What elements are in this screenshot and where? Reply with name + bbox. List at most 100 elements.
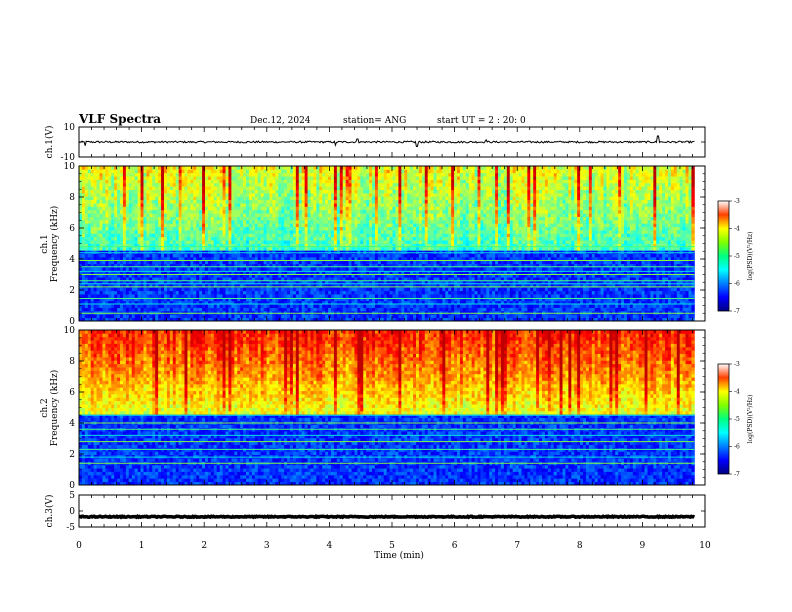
spectrogram-cell [547, 267, 552, 271]
spectrogram-cell [137, 256, 141, 261]
spectrogram-cell [169, 317, 174, 322]
spectrogram-cell [524, 304, 528, 308]
spectrogram-cell [533, 273, 537, 278]
spectrogram-cell [325, 270, 329, 275]
spectrogram-cell [553, 246, 558, 251]
spectrogram-cell [635, 270, 640, 275]
spectrogram-cell [193, 290, 197, 295]
spectrogram-cell [662, 256, 666, 261]
spectrogram-cell [644, 263, 648, 268]
spectrogram-cell [87, 280, 92, 285]
spectrogram-cell [369, 287, 373, 292]
spectrogram-cell [122, 290, 127, 295]
spectrogram-cell [539, 250, 543, 255]
spectrogram-cell [553, 263, 558, 268]
spectrogram-cell [114, 314, 118, 319]
spectrogram-cell [544, 256, 549, 261]
spectrogram-cell [210, 283, 215, 288]
spectrogram-cell [544, 300, 549, 305]
spectrogram-cell [304, 280, 308, 285]
spectrogram-cell [404, 260, 408, 265]
spectrogram-cell [389, 317, 393, 322]
spectrogram-cell [307, 280, 311, 285]
spectrogram-cell [673, 260, 678, 265]
spectrogram-cell [163, 317, 168, 322]
spectrogram-cell [187, 307, 191, 312]
spectrogram-cell [202, 240, 206, 244]
spectrogram-cell [395, 260, 399, 265]
spectrogram-cell [483, 263, 487, 268]
spectrogram-cell [574, 294, 578, 298]
spectrogram-cell [87, 273, 92, 278]
spectrogram-cell [275, 280, 279, 285]
spectrogram-cell [163, 243, 168, 248]
spectrogram-cell [105, 240, 109, 244]
spectrogram-cell [389, 277, 393, 281]
spectrogram-cell [281, 317, 285, 322]
spectrogram-cell [632, 263, 637, 268]
spectrogram-cell [313, 246, 317, 251]
spectrogram-cell [152, 240, 156, 244]
spectrogram-cell [495, 263, 499, 268]
spectrogram-cell [134, 263, 139, 268]
spectrogram-cell [462, 317, 467, 322]
spectrogram-cell [307, 294, 311, 298]
spectrogram-cell [544, 250, 549, 255]
spectrogram-cell [199, 256, 203, 261]
spectrogram-cell [219, 267, 223, 271]
spectrogram-cell [457, 256, 461, 261]
spectrogram-cell [99, 246, 103, 251]
spectrogram-cell [307, 277, 311, 281]
spectrogram-cell [234, 297, 238, 302]
spectrogram-cell [307, 256, 311, 261]
spectrogram-cell [448, 314, 452, 319]
spectrogram-cell [594, 317, 599, 322]
spectrogram-cell [222, 240, 226, 244]
spectrogram-cell [351, 277, 355, 281]
spectrogram-cell [269, 277, 273, 281]
spectrogram-cell [248, 294, 253, 298]
spectrogram-cell [369, 256, 373, 261]
spectrogram-cell [392, 277, 396, 281]
spectrogram-cell [234, 294, 238, 298]
spectrogram-cell [676, 280, 681, 285]
spectrogram-cell [319, 283, 323, 288]
spectrogram-cell [117, 243, 121, 248]
spectrogram-cell [111, 263, 115, 268]
spectrogram-cell [336, 253, 341, 258]
spectrogram-cell [187, 280, 191, 285]
spectrogram-cell [436, 294, 440, 298]
spectrogram-cell [383, 300, 388, 305]
spectrogram-cell [445, 314, 449, 319]
spectrogram-cell [152, 314, 156, 319]
spectrogram-cell [495, 300, 499, 305]
spectrogram-cell [506, 314, 511, 319]
spectrogram-cell [313, 280, 317, 285]
spectrogram-cell [524, 280, 528, 285]
spectrogram-cell [424, 260, 429, 265]
spectrogram-cell [175, 263, 180, 268]
spectrogram-cell [366, 273, 370, 278]
spectrogram-cell [246, 297, 250, 302]
spectrogram-cell [413, 250, 417, 255]
spectrogram-cell [606, 246, 610, 251]
spectrogram-cell [254, 317, 259, 322]
spectrogram-cell [155, 243, 159, 248]
spectrogram-cell [125, 304, 130, 308]
spectrogram-cell [146, 260, 150, 265]
spectrogram-cell [275, 297, 279, 302]
spectrogram-cell [547, 263, 552, 268]
spectrogram-cell [641, 263, 645, 268]
spectrogram-cell [430, 250, 434, 255]
spectrogram-cell [588, 283, 593, 288]
spectrogram-cell [679, 294, 684, 298]
spectrogram-cell [682, 253, 686, 258]
spectrogram-cell [278, 280, 282, 285]
spectrogram-cell [500, 297, 505, 302]
spectrogram-cell [647, 253, 651, 258]
spectrogram-cell [295, 260, 300, 265]
spectrogram-cell [202, 287, 206, 292]
spectrogram-cell [184, 273, 188, 278]
spectrogram-cell [536, 317, 540, 322]
spectrogram-cell [489, 256, 493, 261]
